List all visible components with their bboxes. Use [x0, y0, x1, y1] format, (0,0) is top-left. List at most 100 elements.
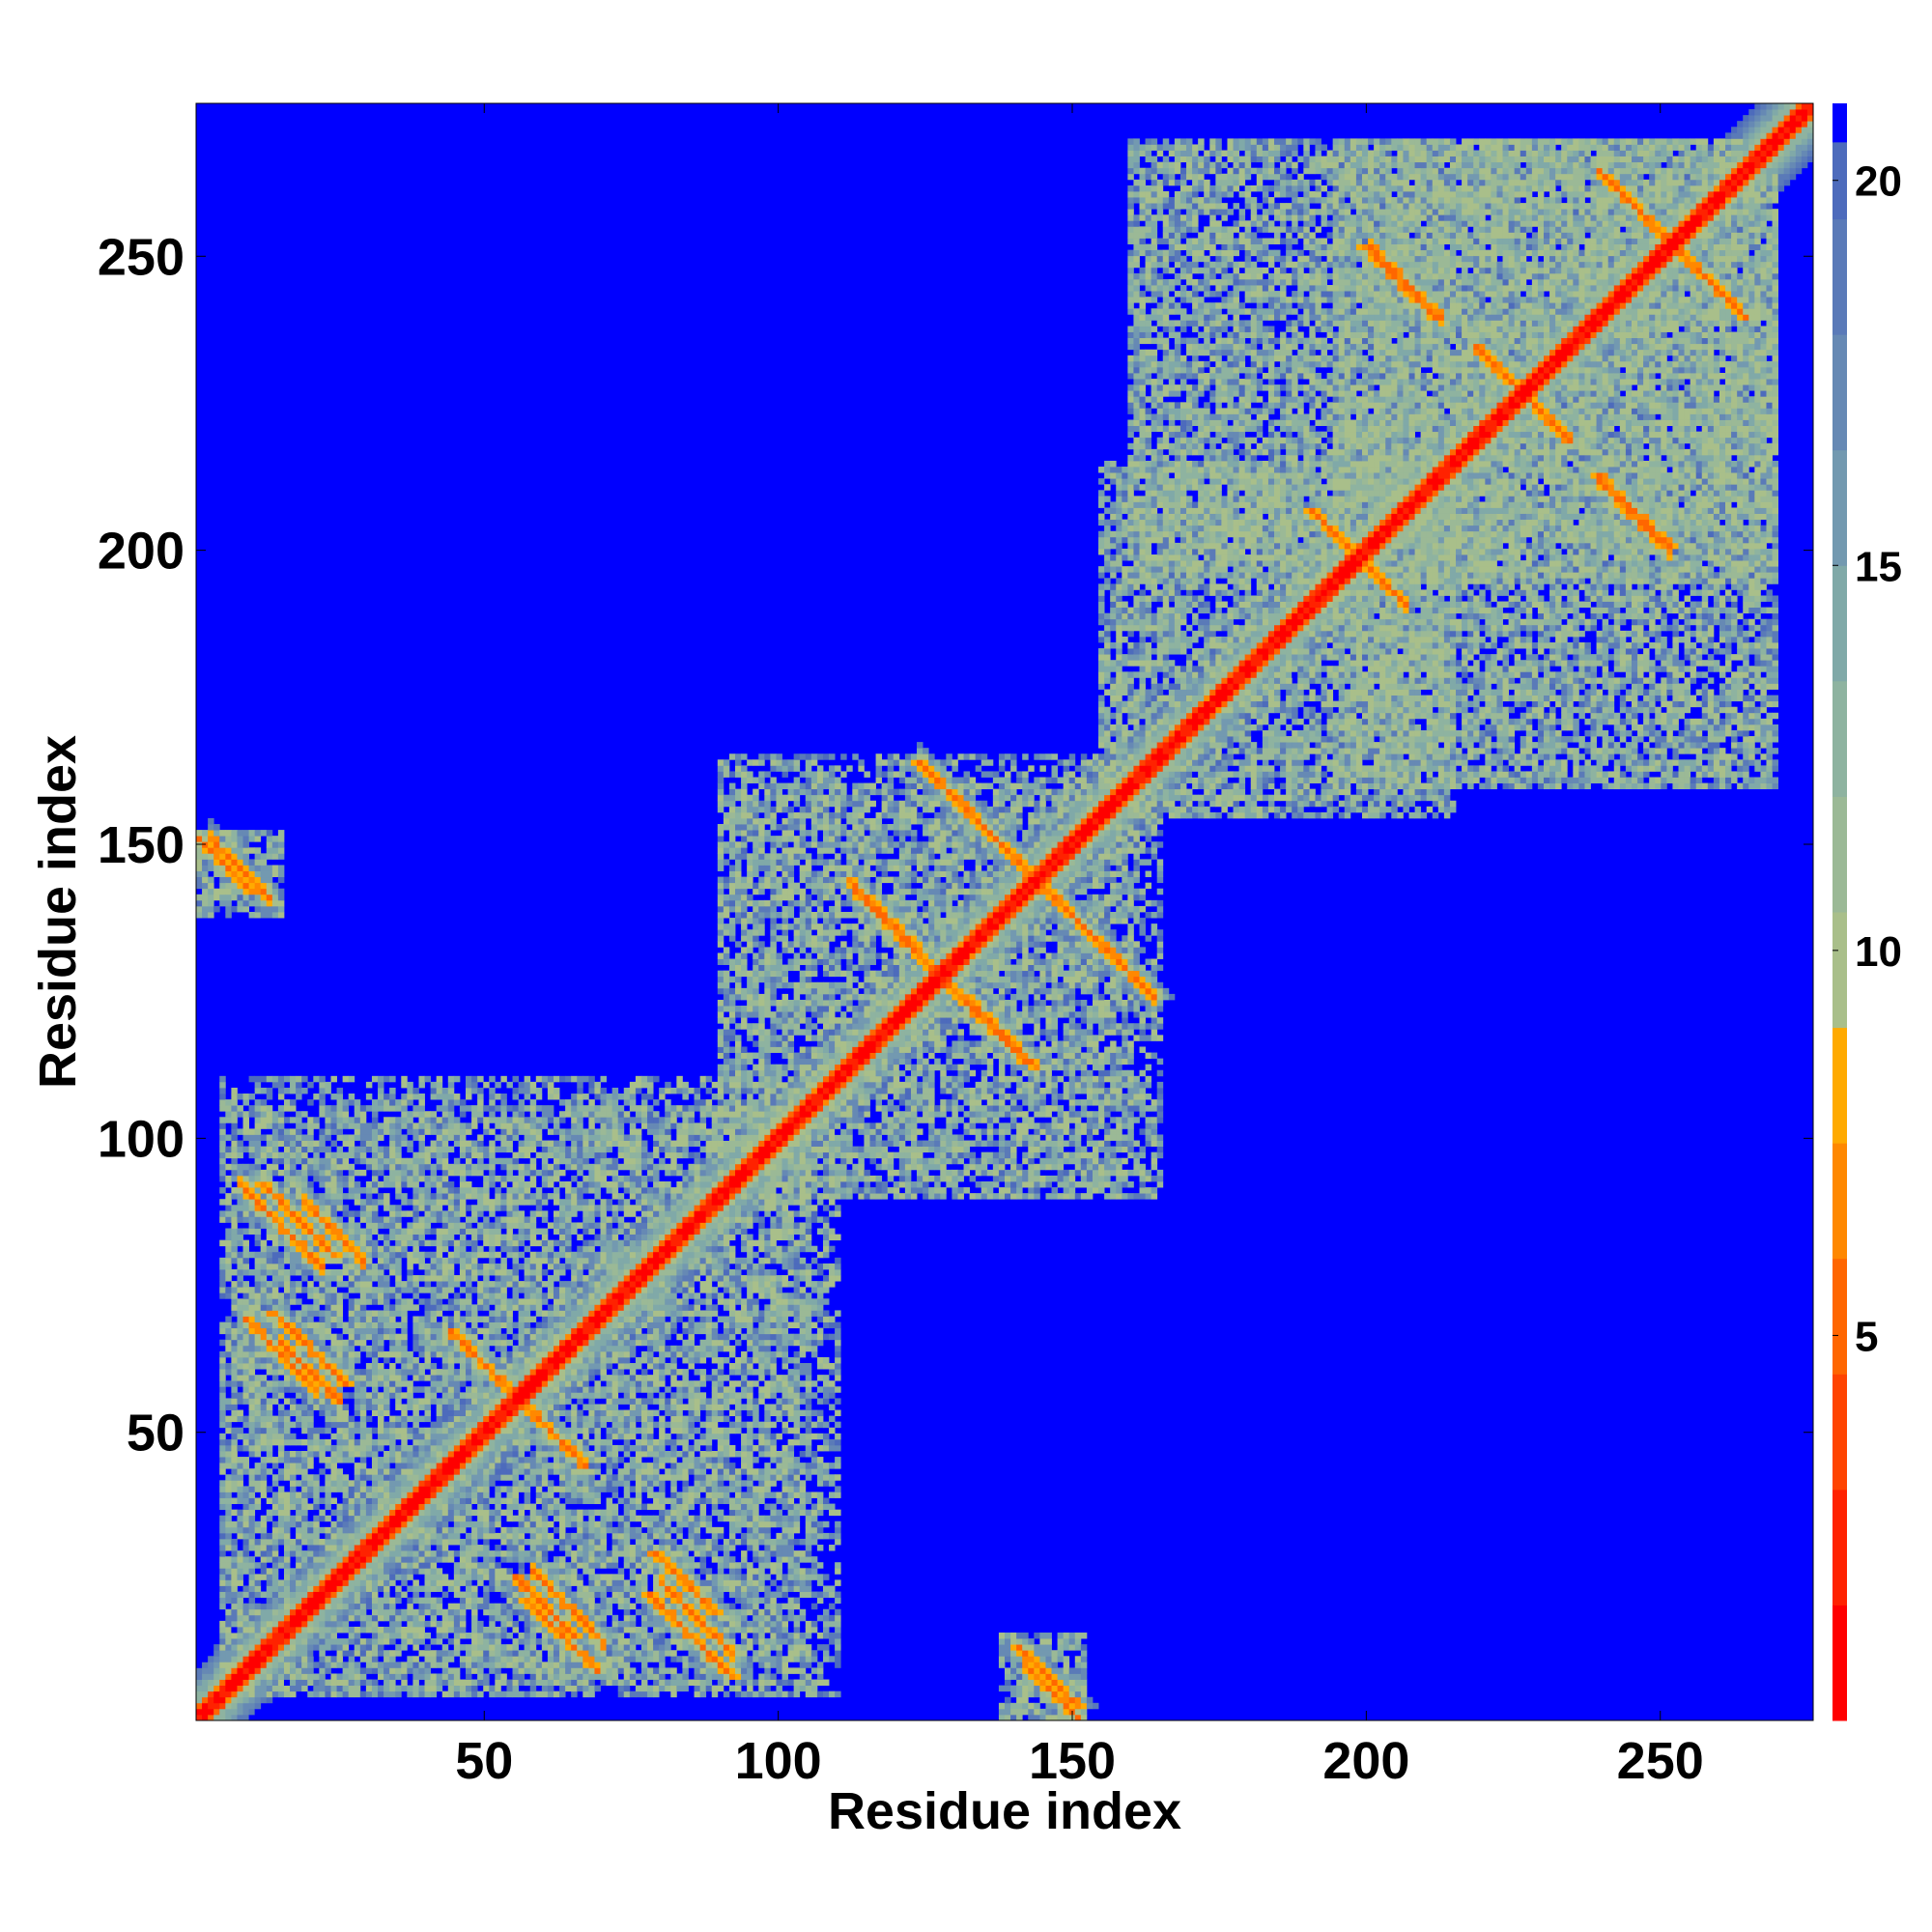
- heatmap-cell: [401, 1392, 407, 1398]
- heatmap-cell: [454, 1322, 460, 1328]
- heatmap-cell: [343, 1229, 349, 1235]
- heatmap-cell: [313, 1521, 319, 1527]
- heatmap-cell: [331, 1533, 337, 1539]
- heatmap-cell: [401, 1340, 407, 1346]
- heatmap-cell: [495, 1346, 500, 1351]
- heatmap-cell: [412, 1463, 418, 1468]
- heatmap-cell: [500, 1691, 506, 1697]
- heatmap-cell: [301, 1650, 307, 1656]
- heatmap-cell: [278, 836, 284, 841]
- heatmap-cell: [437, 1521, 442, 1527]
- heatmap-cell: [231, 1310, 237, 1316]
- heatmap-cell: [401, 1141, 407, 1147]
- heatmap-cell: [331, 1434, 337, 1439]
- heatmap-cell: [290, 1680, 296, 1686]
- heatmap-cell: [225, 1428, 231, 1434]
- heatmap-cell: [355, 1562, 360, 1568]
- heatmap-cell: [278, 889, 284, 895]
- heatmap-cell: [307, 1656, 313, 1662]
- heatmap-cell: [278, 1615, 284, 1621]
- heatmap-cell: [307, 1592, 313, 1598]
- heatmap-cell: [261, 1463, 267, 1468]
- heatmap-cell: [418, 1621, 424, 1627]
- heatmap-cell: [225, 853, 231, 859]
- heatmap-cell: [477, 1351, 483, 1357]
- heatmap-cell: [437, 1650, 442, 1656]
- heatmap-cell: [243, 1164, 249, 1170]
- heatmap-cell: [261, 1650, 267, 1656]
- heatmap-cell: [489, 1586, 495, 1592]
- heatmap-cell: [331, 1310, 337, 1316]
- heatmap-cell: [337, 1088, 343, 1094]
- heatmap-cell: [395, 1562, 401, 1568]
- heatmap-cell: [454, 1609, 460, 1615]
- heatmap-cell: [307, 1627, 313, 1633]
- heatmap-cell: [431, 1574, 437, 1579]
- heatmap-cell: [513, 1264, 519, 1269]
- heatmap-cell: [384, 1275, 389, 1281]
- heatmap-cell: [360, 1281, 366, 1287]
- heatmap-cell: [437, 1550, 442, 1556]
- heatmap-cell: [519, 1386, 525, 1392]
- heatmap-cell: [319, 1545, 325, 1550]
- heatmap-cell: [225, 1686, 231, 1691]
- heatmap-cell: [384, 1293, 389, 1298]
- heatmap-cell: [519, 1187, 525, 1193]
- heatmap-cell: [313, 1275, 319, 1281]
- heatmap-cell: [307, 1533, 313, 1539]
- heatmap-cell: [366, 1498, 372, 1504]
- heatmap-cell: [272, 1076, 278, 1082]
- heatmap-cell: [506, 1193, 512, 1199]
- heatmap-cell: [261, 1281, 267, 1287]
- heatmap-cell: [319, 1662, 325, 1667]
- heatmap-cell: [237, 1592, 242, 1598]
- heatmap-cell: [525, 1229, 530, 1235]
- heatmap-cell: [349, 1317, 355, 1322]
- heatmap-cell: [267, 1510, 272, 1516]
- heatmap-cell: [513, 1205, 519, 1210]
- heatmap-cell: [290, 1579, 296, 1585]
- heatmap-cell: [213, 1715, 219, 1720]
- heatmap-cell: [412, 1428, 418, 1434]
- heatmap-cell: [343, 1252, 349, 1258]
- heatmap-cell: [307, 1604, 313, 1609]
- heatmap-cell: [471, 1492, 477, 1497]
- heatmap-cell: [495, 1229, 500, 1235]
- heatmap-cell: [513, 1457, 519, 1463]
- heatmap-cell: [231, 1568, 237, 1574]
- heatmap-cell: [290, 1398, 296, 1404]
- heatmap-cell: [290, 1269, 296, 1275]
- heatmap-cell: [378, 1158, 384, 1164]
- heatmap-cell: [237, 1094, 242, 1099]
- heatmap-cell: [237, 1128, 242, 1134]
- heatmap-cell: [219, 1258, 225, 1264]
- heatmap-cell: [389, 1428, 395, 1434]
- heatmap-cell: [343, 1076, 349, 1082]
- heatmap-cell: [471, 1317, 477, 1322]
- heatmap-cell: [225, 1164, 231, 1170]
- heatmap-cell: [466, 1416, 471, 1422]
- heatmap-cell: [525, 1667, 530, 1673]
- heatmap-cell: [519, 1235, 525, 1240]
- heatmap-cell: [261, 1667, 267, 1673]
- heatmap-cell: [495, 1398, 500, 1404]
- heatmap-cell: [407, 1492, 412, 1497]
- heatmap-cell: [431, 1662, 437, 1667]
- heatmap-cell: [313, 1527, 319, 1533]
- heatmap-cell: [231, 1334, 237, 1340]
- heatmap-cell: [355, 1187, 360, 1193]
- heatmap-cell: [366, 1504, 372, 1510]
- heatmap-cell: [425, 1322, 431, 1328]
- heatmap-cell: [425, 1240, 431, 1246]
- heatmap-cell: [278, 1128, 284, 1134]
- heatmap-cell: [319, 1457, 325, 1463]
- heatmap-cell: [437, 1122, 442, 1128]
- heatmap-cell: [231, 1416, 237, 1422]
- heatmap-cell: [296, 1480, 301, 1486]
- heatmap-cell: [290, 1164, 296, 1170]
- heatmap-cell: [290, 1117, 296, 1122]
- heatmap-cell: [407, 1609, 412, 1615]
- heatmap-cell: [355, 1468, 360, 1474]
- heatmap-cell: [349, 1609, 355, 1615]
- heatmap-cell: [500, 1105, 506, 1111]
